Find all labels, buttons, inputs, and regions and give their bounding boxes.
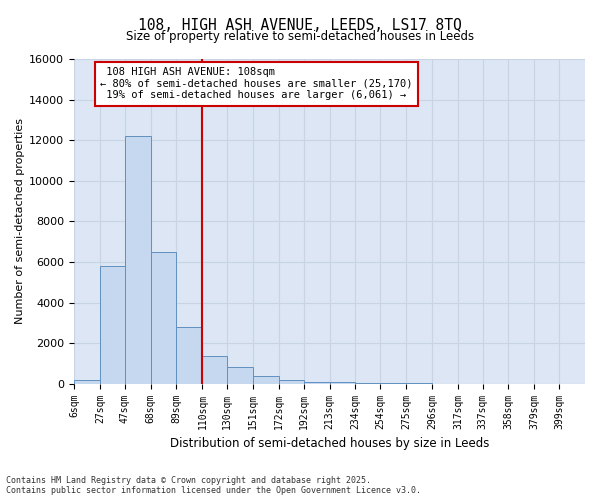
Bar (100, 266, 125, 384)
Bar (151, 252, 176, 384)
Text: Contains HM Land Registry data © Crown copyright and database right 2025.
Contai: Contains HM Land Registry data © Crown c… (6, 476, 421, 495)
Y-axis label: Number of semi-detached properties: Number of semi-detached properties (15, 118, 25, 324)
Text: 108 HIGH ASH AVENUE: 108sqm
← 80% of semi-detached houses are smaller (25,170)
 : 108 HIGH ASH AVENUE: 108sqm ← 80% of sem… (100, 67, 412, 100)
Bar (176, 327, 202, 384)
Bar (329, 382, 355, 384)
X-axis label: Distribution of semi-detached houses by size in Leeds: Distribution of semi-detached houses by … (170, 437, 489, 450)
Bar (253, 376, 279, 384)
Text: 108, HIGH ASH AVENUE, LEEDS, LS17 8TQ: 108, HIGH ASH AVENUE, LEEDS, LS17 8TQ (138, 18, 462, 32)
Bar (304, 382, 329, 384)
Bar (74, 380, 100, 384)
Bar (279, 380, 304, 384)
Text: Size of property relative to semi-detached houses in Leeds: Size of property relative to semi-detach… (126, 30, 474, 43)
Bar (125, 136, 151, 384)
Bar (355, 383, 380, 384)
Bar (202, 356, 227, 384)
Bar (227, 368, 253, 384)
